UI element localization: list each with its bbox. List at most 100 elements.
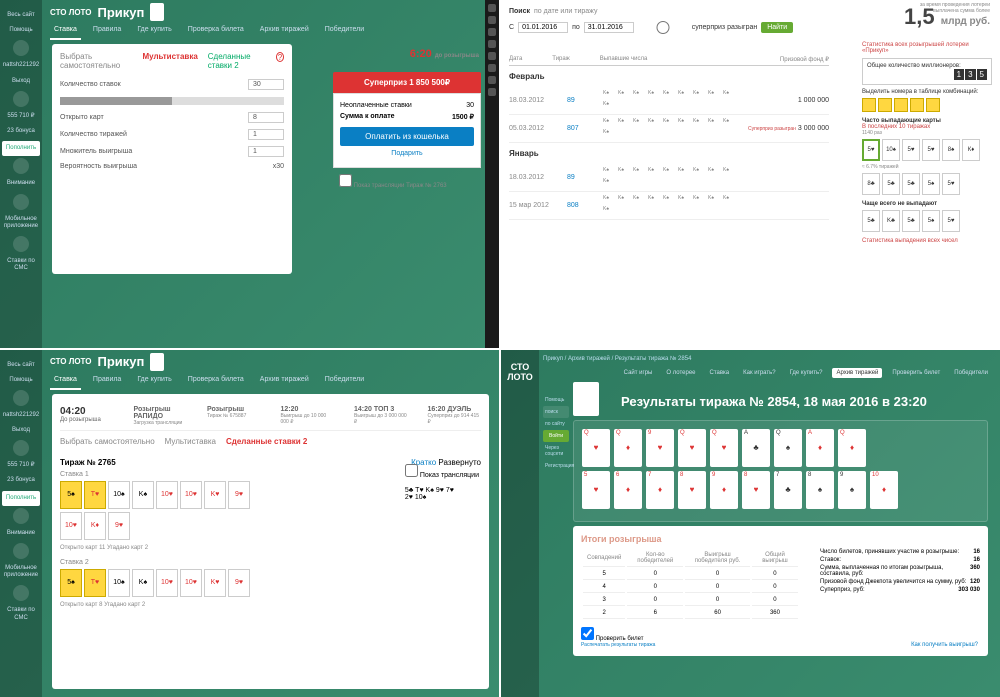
- super-radio[interactable]: [638, 21, 688, 34]
- freq-card[interactable]: 5♣: [862, 210, 880, 232]
- tab-buy[interactable]: Где купить: [133, 374, 175, 390]
- val-open[interactable]: 8: [248, 112, 284, 123]
- nav-winners[interactable]: Победители: [950, 368, 992, 378]
- counter: 135: [867, 69, 987, 80]
- result-row[interactable]: 15 мар 2012808K♠K♠K♠K♠K♠K♠K♠K♠K♠K♠: [509, 192, 829, 220]
- freq-card[interactable]: 8♠: [942, 139, 960, 161]
- tab-archive[interactable]: Архив тиражей: [256, 374, 313, 390]
- freq-card[interactable]: 5♣: [882, 173, 900, 195]
- tab-check[interactable]: Проверка билета: [184, 24, 248, 40]
- sb-user[interactable]: nattsh221292: [0, 58, 42, 73]
- subtab-done[interactable]: Сделанные ставки 2: [226, 437, 307, 446]
- mobile-icon[interactable]: [13, 543, 29, 559]
- nav-game[interactable]: Сайт игры: [620, 368, 657, 378]
- freq-card[interactable]: 5♠: [922, 210, 940, 232]
- tab-buy[interactable]: Где купить: [133, 24, 175, 40]
- freq-card[interactable]: K♣: [882, 210, 900, 232]
- side-help[interactable]: Помощь: [543, 394, 569, 406]
- tab-rules[interactable]: Правила: [89, 24, 125, 40]
- avatar-icon[interactable]: [13, 40, 29, 56]
- login-button[interactable]: Войти: [543, 430, 569, 442]
- date-from[interactable]: [518, 22, 568, 33]
- mobile-icon[interactable]: [13, 194, 29, 210]
- tab-stavka[interactable]: Ставка: [50, 374, 81, 390]
- subtab-multi[interactable]: Мультиставка: [142, 52, 197, 70]
- freq-card[interactable]: 5♠: [922, 173, 940, 195]
- sb-user[interactable]: nattsh221292: [0, 408, 42, 423]
- sb-warn: Внимание: [0, 526, 42, 541]
- date-to[interactable]: [584, 22, 634, 33]
- slider[interactable]: [60, 97, 284, 105]
- freq-card[interactable]: 5♥: [942, 173, 960, 195]
- freq-card[interactable]: 5♣: [902, 173, 920, 195]
- gift-link[interactable]: Подарить: [340, 146, 474, 161]
- subtab-multi[interactable]: Мультиставка: [165, 437, 216, 446]
- search-input[interactable]: поиск: [543, 406, 569, 418]
- freq-card[interactable]: 5♣: [902, 210, 920, 232]
- result-card: 9♥: [646, 429, 674, 467]
- subtab-done[interactable]: Сделанные ставки 2: [208, 52, 266, 70]
- warning-icon[interactable]: [13, 158, 29, 174]
- result-card: Q♦: [838, 429, 866, 467]
- nav-check[interactable]: Проверить билет: [888, 368, 944, 378]
- freq-card[interactable]: 5♥: [862, 139, 880, 161]
- nav-about[interactable]: О лотерее: [662, 368, 699, 378]
- page-title: Прикуп: [97, 5, 144, 20]
- tab-archive[interactable]: Архив тиражей: [256, 24, 313, 40]
- val-draws[interactable]: 1: [248, 129, 284, 140]
- val-mult[interactable]: 1: [248, 146, 284, 157]
- logo[interactable]: СТО ЛОТО: [501, 358, 539, 388]
- warning-icon[interactable]: [13, 508, 29, 524]
- sb-site[interactable]: Весь сайт: [0, 8, 42, 23]
- tab-rules[interactable]: Правила: [89, 374, 125, 390]
- side-site[interactable]: по сайту: [543, 418, 569, 430]
- super-label: суперприз разыгран: [692, 24, 757, 31]
- topup-button[interactable]: Пополнить: [2, 491, 40, 506]
- sb-help[interactable]: Помощь: [0, 23, 42, 38]
- broadcast-checkbox[interactable]: [339, 174, 352, 187]
- tab-stavka[interactable]: Ставка: [50, 24, 81, 40]
- help-icon[interactable]: ?: [276, 52, 284, 62]
- pay-button[interactable]: Оплатить из кошелька: [340, 127, 474, 146]
- result-row[interactable]: 05.03.2012807K♠K♠K♠K♠K♠K♠K♠K♠K♠K♠Суперпр…: [509, 115, 829, 143]
- logo[interactable]: СТО ЛОТО: [50, 357, 91, 366]
- sb-logout[interactable]: Выход: [0, 423, 42, 438]
- nav-buy[interactable]: Где купить?: [786, 368, 827, 378]
- sb-logout[interactable]: Выход: [0, 74, 42, 89]
- freq-card[interactable]: К♦: [962, 139, 980, 161]
- check-ticket-cb[interactable]: [581, 627, 594, 640]
- freq-card[interactable]: 5♥: [942, 210, 960, 232]
- stat-link[interactable]: Статистика всех розыгрышей лотереи «Прик…: [862, 42, 992, 54]
- tab-winners[interactable]: Победители: [321, 24, 368, 40]
- tab-check[interactable]: Проверка билета: [184, 374, 248, 390]
- results-title: Результаты тиража № 2854, 18 мая 2016 в …: [621, 394, 927, 409]
- nav-archive[interactable]: Архив тиражей: [832, 368, 882, 378]
- freq-card[interactable]: 8♣: [862, 173, 880, 195]
- result-row[interactable]: 18.03.201289K♠K♠K♠K♠K♠K♠K♠K♠K♠K♠: [509, 164, 829, 192]
- how-link[interactable]: Как получить выигрыш?: [911, 642, 978, 648]
- subtab-self[interactable]: Выбрать самостоятельно: [60, 52, 132, 70]
- subtab-self[interactable]: Выбрать самостоятельно: [60, 437, 155, 446]
- freq-card[interactable]: 5♥: [922, 139, 940, 161]
- result-card: Q♠: [774, 429, 802, 467]
- sb-site[interactable]: Весь сайт: [0, 358, 42, 373]
- logo[interactable]: СТО ЛОТО: [50, 8, 91, 17]
- topup-button[interactable]: Пополнить: [2, 141, 40, 156]
- result-row[interactable]: 18.03.201289K♠K♠K♠K♠K♠K♠K♠K♠K♠K♠1 000 00…: [509, 87, 829, 115]
- freq-card[interactable]: 10♠: [882, 139, 900, 161]
- val-count[interactable]: 30: [248, 79, 284, 90]
- broadcast-cb[interactable]: [405, 464, 418, 477]
- nav-bet[interactable]: Ставка: [706, 368, 734, 378]
- nav-how[interactable]: Как играть?: [739, 368, 779, 378]
- side-reg[interactable]: Регистрация: [543, 460, 569, 472]
- sms-icon[interactable]: [13, 585, 29, 601]
- find-button[interactable]: Найти: [761, 22, 793, 33]
- freq-card[interactable]: 5♥: [902, 139, 920, 161]
- avatar-icon[interactable]: [13, 390, 29, 406]
- tab-winners[interactable]: Победители: [321, 374, 368, 390]
- sb-help[interactable]: Помощь: [0, 373, 42, 388]
- highlight-inputs[interactable]: [862, 98, 992, 112]
- side-social[interactable]: Через соцсети: [543, 442, 569, 460]
- stat-link2[interactable]: Статистика выпадения всех чисел: [862, 238, 992, 244]
- sms-icon[interactable]: [13, 236, 29, 252]
